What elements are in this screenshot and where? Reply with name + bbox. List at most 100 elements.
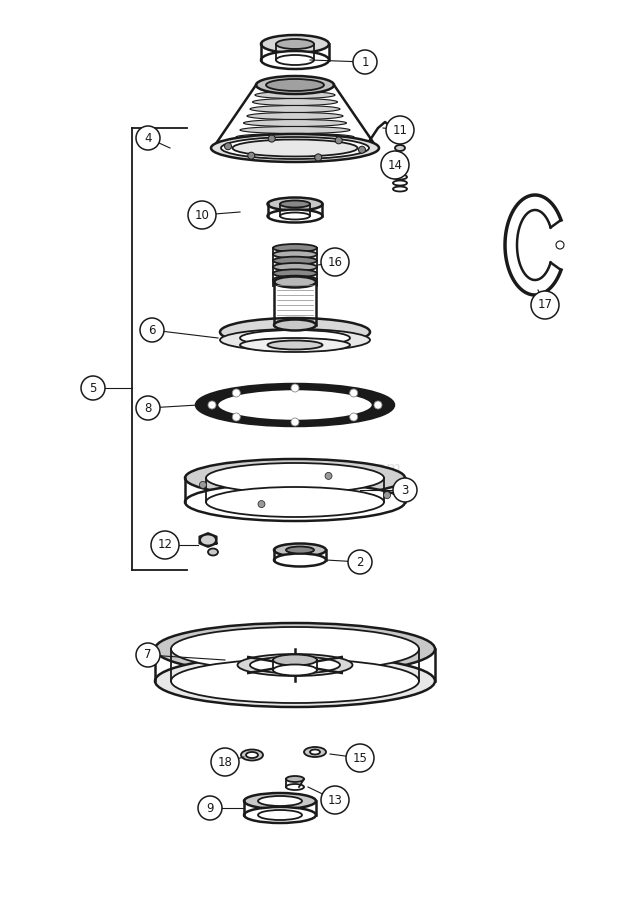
- Ellipse shape: [267, 197, 322, 211]
- Ellipse shape: [256, 76, 334, 94]
- Ellipse shape: [221, 137, 369, 159]
- Ellipse shape: [261, 51, 329, 69]
- Ellipse shape: [240, 338, 350, 352]
- Ellipse shape: [276, 55, 314, 65]
- Ellipse shape: [261, 35, 329, 53]
- Circle shape: [556, 241, 564, 249]
- Circle shape: [268, 135, 275, 142]
- Ellipse shape: [304, 747, 326, 757]
- Ellipse shape: [196, 384, 394, 426]
- Ellipse shape: [250, 105, 340, 113]
- Text: 13: 13: [327, 793, 342, 806]
- Ellipse shape: [244, 807, 316, 823]
- Ellipse shape: [273, 244, 317, 252]
- Ellipse shape: [237, 654, 353, 676]
- Circle shape: [136, 396, 160, 420]
- Text: 11: 11: [392, 124, 407, 137]
- Circle shape: [353, 50, 377, 74]
- Text: 4: 4: [144, 131, 152, 145]
- Ellipse shape: [155, 655, 435, 707]
- Text: 18: 18: [218, 756, 232, 768]
- Ellipse shape: [220, 318, 370, 346]
- Circle shape: [335, 137, 342, 144]
- Ellipse shape: [246, 752, 258, 758]
- Text: 16: 16: [327, 256, 342, 269]
- Circle shape: [350, 389, 358, 397]
- Ellipse shape: [274, 544, 326, 557]
- Ellipse shape: [185, 459, 405, 497]
- Ellipse shape: [240, 127, 350, 134]
- Ellipse shape: [267, 209, 322, 223]
- Ellipse shape: [392, 160, 408, 170]
- Ellipse shape: [396, 162, 404, 168]
- Circle shape: [198, 796, 222, 820]
- Ellipse shape: [208, 548, 218, 556]
- Ellipse shape: [258, 810, 302, 820]
- Ellipse shape: [171, 627, 419, 671]
- Ellipse shape: [276, 39, 314, 49]
- Ellipse shape: [232, 139, 358, 157]
- Text: 8: 8: [144, 402, 152, 414]
- Circle shape: [346, 744, 374, 772]
- Circle shape: [151, 531, 179, 559]
- Ellipse shape: [155, 623, 435, 675]
- Circle shape: [224, 143, 231, 149]
- Text: 1: 1: [361, 56, 369, 69]
- Ellipse shape: [274, 554, 326, 567]
- Circle shape: [315, 154, 322, 160]
- Ellipse shape: [244, 793, 316, 809]
- Ellipse shape: [220, 329, 370, 351]
- Circle shape: [374, 401, 382, 409]
- Circle shape: [386, 116, 414, 144]
- Text: 14: 14: [388, 159, 402, 171]
- Ellipse shape: [274, 277, 316, 288]
- Circle shape: [531, 291, 559, 319]
- Ellipse shape: [236, 134, 354, 140]
- Circle shape: [248, 152, 255, 160]
- Circle shape: [211, 748, 239, 776]
- Ellipse shape: [266, 79, 324, 91]
- Ellipse shape: [240, 330, 350, 346]
- Circle shape: [350, 413, 358, 421]
- Text: 12: 12: [157, 538, 172, 551]
- Ellipse shape: [185, 483, 405, 521]
- Ellipse shape: [255, 92, 335, 98]
- Text: 15: 15: [353, 752, 368, 765]
- Circle shape: [81, 376, 105, 400]
- Circle shape: [140, 318, 164, 342]
- Ellipse shape: [286, 547, 314, 554]
- Text: 5: 5: [89, 381, 97, 394]
- Circle shape: [291, 418, 299, 426]
- Circle shape: [393, 478, 417, 502]
- Ellipse shape: [395, 145, 405, 151]
- Circle shape: [381, 151, 409, 179]
- Text: 2: 2: [356, 556, 364, 569]
- Circle shape: [200, 481, 206, 489]
- Circle shape: [291, 384, 299, 392]
- Ellipse shape: [273, 270, 317, 277]
- Circle shape: [321, 786, 349, 814]
- Circle shape: [321, 248, 349, 276]
- Circle shape: [325, 472, 332, 480]
- Ellipse shape: [250, 657, 340, 673]
- Circle shape: [136, 126, 160, 150]
- Text: eReplacementParts.com: eReplacementParts.com: [215, 460, 401, 476]
- Circle shape: [136, 643, 160, 667]
- Ellipse shape: [273, 250, 317, 259]
- Circle shape: [232, 413, 241, 421]
- Ellipse shape: [267, 340, 322, 349]
- Text: 9: 9: [206, 801, 214, 814]
- Circle shape: [208, 401, 216, 409]
- Circle shape: [358, 146, 365, 153]
- Circle shape: [384, 492, 391, 499]
- Ellipse shape: [273, 276, 317, 283]
- Ellipse shape: [244, 119, 347, 127]
- Text: 6: 6: [148, 324, 156, 337]
- Ellipse shape: [200, 535, 216, 546]
- Ellipse shape: [171, 659, 419, 703]
- Ellipse shape: [273, 257, 317, 265]
- Circle shape: [258, 501, 265, 508]
- Text: 3: 3: [401, 483, 409, 496]
- Ellipse shape: [258, 796, 302, 806]
- Ellipse shape: [206, 463, 384, 493]
